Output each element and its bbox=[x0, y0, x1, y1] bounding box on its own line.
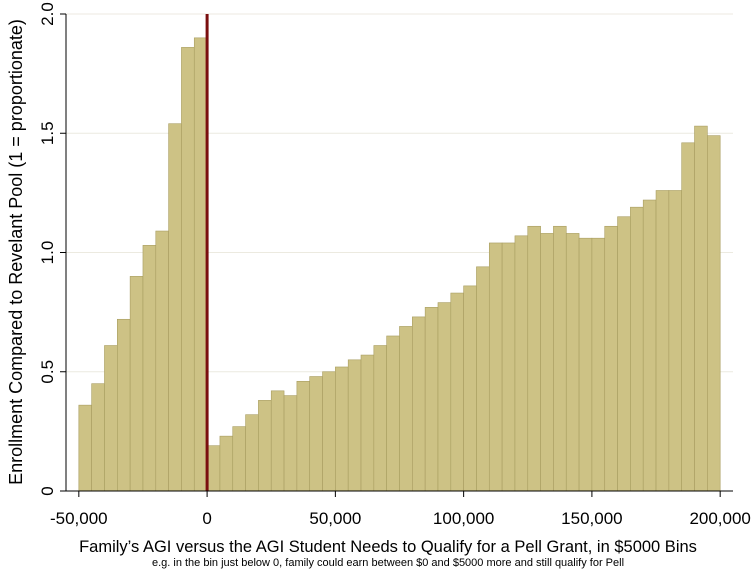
x-axis-ticks: -50,000 0 50,000 100,000 150,000 200,000 bbox=[50, 491, 751, 528]
x-axis-label: Family’s AGI versus the AGI Student Need… bbox=[79, 538, 697, 556]
bar-9 bbox=[193, 37, 208, 492]
bar-40 bbox=[591, 237, 606, 492]
x-tick-label-3: 100,000 bbox=[433, 509, 494, 528]
bar-14 bbox=[258, 400, 272, 492]
bar-41 bbox=[604, 225, 618, 492]
bar-22 bbox=[360, 354, 375, 492]
bar-37 bbox=[553, 225, 567, 492]
bar-31 bbox=[476, 266, 490, 492]
bar-1 bbox=[91, 383, 105, 492]
bar-15 bbox=[270, 390, 285, 492]
bar-43 bbox=[630, 206, 644, 492]
bar-44 bbox=[642, 199, 657, 492]
bar-28 bbox=[437, 302, 452, 492]
bar-25 bbox=[399, 326, 413, 492]
bar-49 bbox=[707, 135, 721, 492]
bar-39 bbox=[578, 237, 593, 492]
y-tick-label-0: 0 bbox=[38, 486, 57, 495]
bar-17 bbox=[296, 380, 311, 492]
bar-6 bbox=[155, 230, 169, 492]
bar-38 bbox=[565, 233, 580, 492]
y-tick-label-3: 1.5 bbox=[38, 121, 57, 145]
bar-3 bbox=[117, 318, 131, 492]
bar-30 bbox=[463, 285, 477, 492]
bar-20 bbox=[335, 366, 349, 492]
bar-16 bbox=[283, 395, 298, 492]
bar-5 bbox=[142, 245, 157, 492]
bar-33 bbox=[501, 242, 516, 492]
bar-21 bbox=[347, 359, 362, 492]
x-tick-label-1: 0 bbox=[202, 509, 211, 528]
bar-34 bbox=[514, 235, 529, 492]
bar-13 bbox=[245, 414, 259, 492]
x-axis-note: e.g. in the bin just below 0, family cou… bbox=[152, 557, 624, 569]
bar-42 bbox=[617, 216, 631, 492]
bar-29 bbox=[450, 292, 464, 492]
bar-48 bbox=[694, 125, 708, 492]
bar-18 bbox=[309, 376, 323, 492]
bar-10 bbox=[206, 445, 221, 492]
y-tick-label-1: 0.5 bbox=[38, 360, 57, 384]
bar-23 bbox=[373, 345, 387, 492]
bar-46 bbox=[668, 190, 682, 492]
x-tick-label-5: 200,000 bbox=[689, 509, 750, 528]
bar-26 bbox=[412, 316, 426, 492]
bar-0 bbox=[78, 404, 92, 492]
y-tick-label-2: 1.0 bbox=[38, 241, 57, 265]
bar-19 bbox=[322, 371, 336, 492]
y-axis-ticks: 0 0.5 1.0 1.5 2.0 bbox=[38, 2, 66, 496]
x-tick-label-0: -50,000 bbox=[50, 509, 108, 528]
bar-11 bbox=[219, 435, 234, 492]
bar-24 bbox=[386, 335, 400, 492]
bar-7 bbox=[168, 123, 182, 492]
bar-8 bbox=[181, 47, 195, 492]
bar-27 bbox=[424, 307, 439, 492]
x-tick-label-2: 50,000 bbox=[309, 509, 361, 528]
y-axis-label: Enrollment Compared to Revelant Pool (1 … bbox=[6, 19, 26, 485]
x-tick-label-4: 150,000 bbox=[561, 509, 622, 528]
bar-47 bbox=[681, 142, 695, 492]
bar-12 bbox=[232, 426, 246, 492]
bar-2 bbox=[104, 345, 118, 492]
y-tick-label-4: 2.0 bbox=[38, 2, 57, 26]
bar-45 bbox=[655, 190, 670, 492]
bar-32 bbox=[488, 242, 503, 492]
bars bbox=[78, 37, 721, 492]
bar-36 bbox=[540, 233, 554, 492]
bar-4 bbox=[129, 276, 144, 492]
bar-35 bbox=[527, 225, 541, 492]
